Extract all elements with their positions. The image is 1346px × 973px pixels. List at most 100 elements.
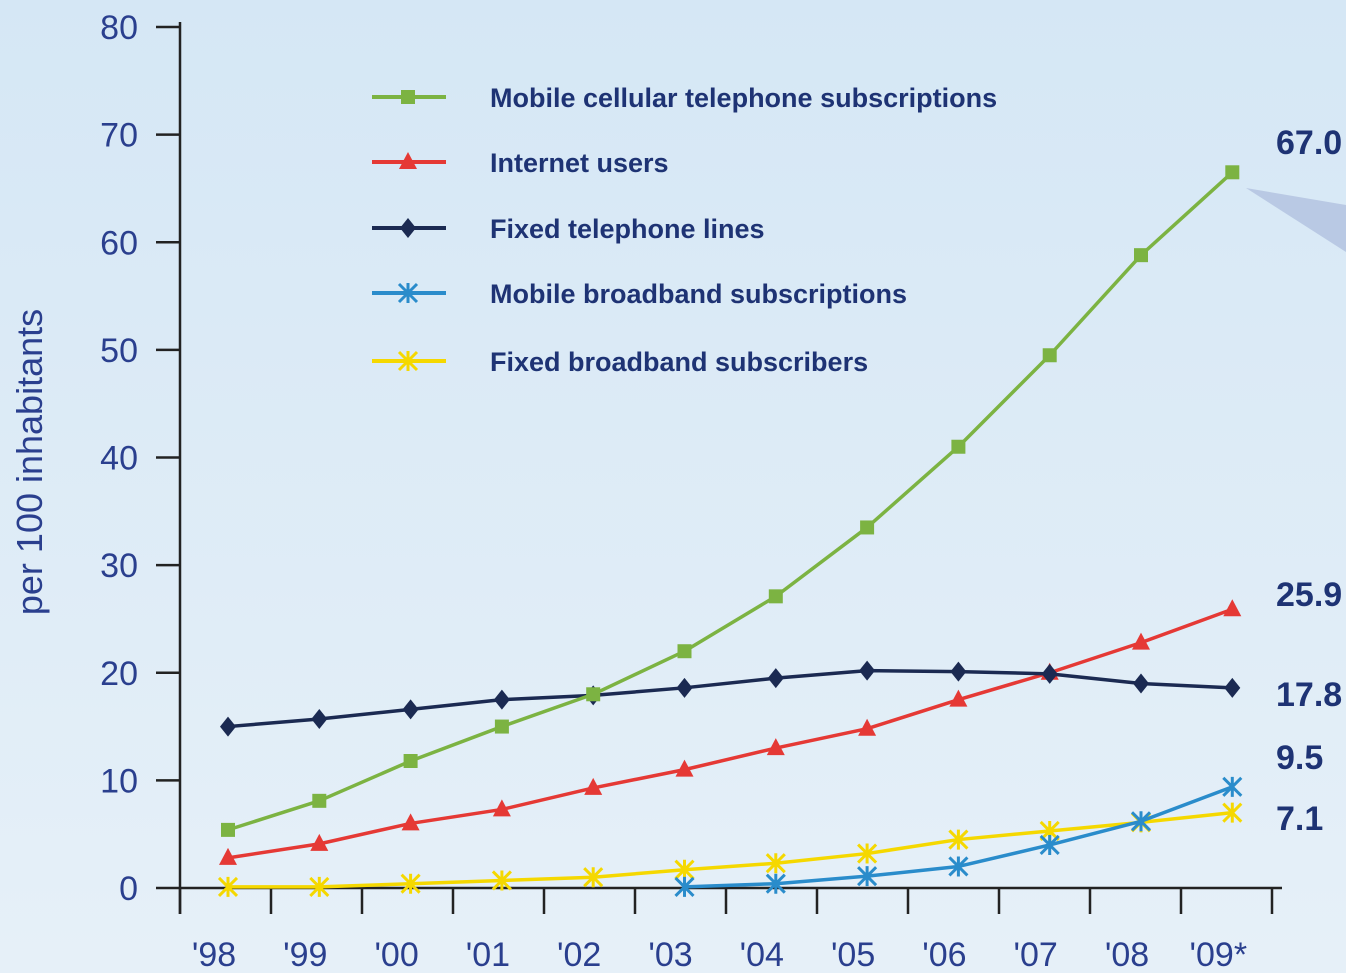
- x-tick-label: '02: [557, 936, 601, 973]
- axes: 0 10 20 30 40 50 60 70 80 '98 '99 '00 '01 '02 '03 '04 '0…: [100, 9, 1282, 973]
- data-point: [219, 847, 237, 865]
- legend-label: Mobile cellular telephone subscriptions: [490, 83, 997, 113]
- legend-marker: [397, 350, 419, 372]
- legend-entry-4: Fixed broadband subscribers: [372, 347, 868, 377]
- data-point: [492, 799, 511, 817]
- data-point: [311, 709, 328, 730]
- legend-entry-0: Mobile cellular telephone subscriptions: [372, 83, 997, 113]
- y-tick-label: 30: [100, 547, 138, 585]
- x-tick-label: '03: [648, 936, 692, 973]
- data-point: [1222, 802, 1243, 823]
- series-3: [674, 776, 1243, 897]
- y-tick-label: 40: [100, 440, 138, 478]
- data-point: [1041, 663, 1058, 684]
- callout-wedge: [1246, 188, 1346, 252]
- data-point: [765, 873, 786, 894]
- x-tick-label: '06: [922, 936, 966, 973]
- end-labels: 67.0 25.9 17.8 9.5 7.1: [1276, 124, 1342, 838]
- data-point: [677, 644, 692, 659]
- data-point: [1223, 599, 1242, 617]
- data-point: [676, 677, 693, 698]
- series-line: [226, 607, 1235, 860]
- legend-label: Mobile broadband subscriptions: [490, 279, 907, 309]
- data-point: [859, 660, 876, 681]
- data-point: [220, 716, 236, 737]
- x-tick-label: '04: [740, 936, 784, 973]
- data-point: [1132, 632, 1150, 650]
- data-point: [675, 759, 694, 777]
- data-point: [857, 843, 878, 864]
- series-line: [226, 170, 1235, 832]
- legend-marker: [399, 152, 417, 169]
- series-line: [226, 668, 1235, 729]
- legend: Mobile cellular telephone subscriptions I…: [372, 83, 997, 377]
- data-point: [766, 738, 785, 756]
- data-point: [1225, 165, 1240, 180]
- data-point: [951, 439, 966, 454]
- y-tick-label: 60: [100, 224, 138, 262]
- data-point: [1224, 677, 1241, 698]
- data-point: [491, 870, 512, 891]
- data-point: [401, 813, 420, 831]
- end-label: 67.0: [1276, 124, 1342, 162]
- data-point: [948, 829, 969, 850]
- data-point: [583, 867, 604, 888]
- data-point: [1133, 673, 1149, 694]
- legend-label: Internet users: [490, 148, 669, 178]
- data-point: [857, 866, 878, 887]
- data-point: [494, 719, 509, 734]
- data-point: [584, 777, 603, 795]
- y-tick-label: 50: [100, 332, 138, 370]
- y-tick-label: 70: [100, 117, 138, 155]
- x-tick-label: '99: [283, 936, 327, 973]
- data-point: [312, 793, 327, 808]
- y-tick-label: 20: [100, 655, 138, 693]
- y-tick-label: 80: [100, 9, 138, 47]
- series-layer: [217, 165, 1243, 897]
- legend-marker: [397, 282, 419, 304]
- x-tick-label: '01: [466, 936, 510, 973]
- series-line: [226, 810, 1235, 889]
- data-point: [767, 668, 784, 689]
- legend-entry-1: Internet users: [372, 148, 669, 178]
- x-tick-label: '00: [374, 936, 418, 973]
- data-point: [948, 856, 969, 877]
- x-tick-label: '09*: [1190, 936, 1248, 973]
- data-point: [765, 853, 786, 874]
- y-tick-label: 10: [100, 762, 138, 800]
- y-axis-label: per 100 inhabitants: [9, 309, 50, 615]
- data-point: [858, 718, 877, 736]
- data-point: [403, 754, 418, 769]
- data-point: [1042, 348, 1057, 363]
- x-tick-label: '08: [1105, 936, 1149, 973]
- end-label: 7.1: [1276, 800, 1323, 838]
- data-point: [309, 876, 330, 897]
- data-point: [1130, 811, 1152, 832]
- y-tick-label: 0: [119, 870, 138, 908]
- legend-label: Fixed broadband subscribers: [490, 347, 868, 377]
- data-point: [949, 689, 968, 707]
- legend-label: Fixed telephone lines: [490, 214, 765, 244]
- x-tick-label: '07: [1014, 936, 1058, 973]
- data-point: [1222, 776, 1243, 797]
- x-tick-label: '98: [192, 936, 236, 973]
- series-1: [219, 599, 1242, 865]
- end-label: 25.9: [1276, 576, 1342, 614]
- data-point: [400, 873, 421, 894]
- data-point: [950, 661, 967, 682]
- data-point: [217, 876, 239, 897]
- series-0: [221, 165, 1240, 837]
- end-label: 9.5: [1276, 739, 1323, 777]
- data-point: [310, 833, 329, 851]
- legend-marker: [401, 90, 415, 104]
- data-point: [1134, 248, 1148, 263]
- data-point: [768, 589, 783, 604]
- data-point: [221, 822, 235, 837]
- legend-marker: [400, 218, 416, 238]
- x-tick-label: '05: [831, 936, 875, 973]
- data-point: [860, 520, 875, 535]
- data-point: [586, 687, 601, 702]
- data-point: [493, 689, 510, 710]
